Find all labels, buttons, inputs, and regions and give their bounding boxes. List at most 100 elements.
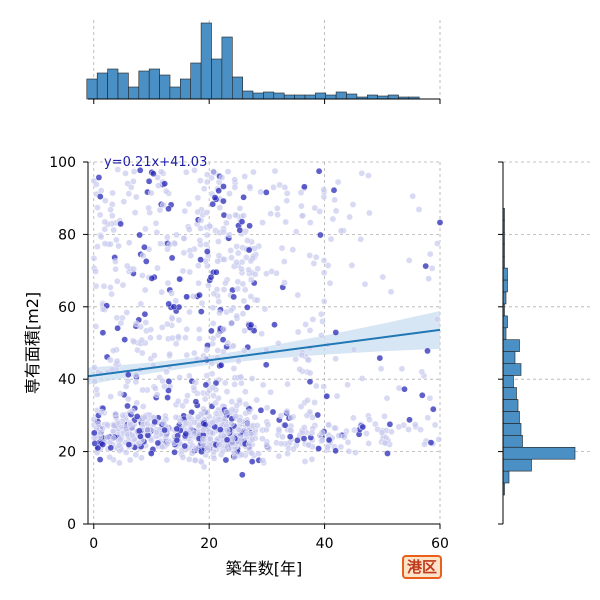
scatter-point [327, 235, 335, 243]
right-hist-bar [502, 375, 514, 388]
scatter-point [220, 325, 227, 333]
scatter-point [270, 184, 277, 191]
scatter-point [133, 413, 141, 420]
scatter-point [311, 204, 319, 212]
scatter-point [122, 449, 130, 456]
scatter-point [317, 231, 324, 239]
scatter-point [429, 405, 437, 413]
scatter-point [138, 454, 145, 462]
scatter-point [114, 166, 122, 173]
scatter-point [125, 239, 133, 246]
scatter-point [125, 190, 133, 197]
scatter-point [163, 368, 170, 376]
scatter-point [242, 388, 249, 396]
scatter-point [150, 170, 157, 177]
scatter-point [216, 426, 224, 433]
scatter-point [258, 330, 266, 338]
scatter-point [116, 459, 123, 467]
scatter-point [239, 310, 247, 318]
scatter-point [153, 229, 161, 236]
scatter-point [223, 427, 231, 434]
scatter-point [132, 193, 140, 201]
scatter-point [181, 442, 189, 450]
scatter-point [165, 378, 173, 385]
x-tick-label: 60 [431, 536, 449, 552]
scatter-point [224, 168, 232, 175]
scatter-point [228, 398, 236, 406]
scatter-point [200, 185, 208, 192]
scatter-point [308, 429, 316, 437]
scatter-point [97, 233, 105, 241]
scatter-point [324, 262, 332, 269]
scatter-point [281, 184, 289, 191]
scatter-point [344, 438, 352, 446]
scatter-point [173, 436, 181, 444]
scatter-point [215, 416, 223, 423]
x-axis-title: 築年数[年] [226, 559, 303, 578]
scatter-point [300, 424, 308, 431]
y-tick-label: 40 [58, 372, 76, 388]
scatter-point [165, 387, 172, 394]
scatter-point [172, 413, 180, 421]
scatter-point [240, 212, 247, 219]
scatter-point [238, 471, 246, 479]
scatter-point [135, 439, 143, 447]
scatter-point [115, 442, 123, 449]
scatter-point [182, 430, 190, 438]
scatter-point [155, 182, 162, 189]
scatter-point [241, 286, 249, 294]
scatter-point [152, 385, 159, 392]
top-hist-bar [294, 94, 306, 100]
y-tick-label: 80 [58, 227, 76, 243]
scatter-point [297, 189, 305, 196]
scatter-point [253, 422, 261, 429]
scatter-point [232, 413, 240, 420]
right-hist-bar [502, 387, 517, 400]
top-hist-bar [117, 72, 129, 100]
scatter-point [171, 448, 178, 456]
scatter-point [116, 390, 124, 397]
y-tick-label: 60 [58, 300, 76, 316]
scatter-point [337, 227, 345, 235]
scatter-point [190, 418, 198, 426]
scatter-point [350, 346, 358, 353]
scatter-point [233, 243, 240, 250]
scatter-point [259, 435, 266, 443]
scatter-point [192, 444, 200, 452]
scatter-point [175, 316, 183, 324]
scatter-point [112, 414, 120, 422]
scatter-point [306, 378, 314, 386]
scatter-point [263, 404, 271, 412]
scatter-point [383, 394, 391, 402]
scatter-point [268, 268, 275, 275]
scatter-point [200, 405, 207, 413]
scatter-point [405, 257, 413, 264]
scatter-point [154, 264, 161, 272]
scatter-point [220, 255, 227, 263]
scatter-point [214, 331, 222, 339]
scatter-point [180, 234, 188, 242]
scatter-point [426, 250, 434, 258]
top-hist-bar [315, 92, 327, 100]
scatter-point [117, 436, 124, 444]
region-badge: 港区 [402, 555, 442, 579]
scatter-point [294, 437, 301, 444]
scatter-point [242, 400, 250, 408]
scatter-point [237, 373, 244, 381]
top-hist-bar [211, 58, 223, 100]
scatter-point [221, 379, 229, 387]
scatter-point [243, 304, 251, 311]
scatter-point [244, 421, 251, 428]
scatter-point [306, 408, 314, 416]
top-histogram [86, 20, 441, 104]
top-hist-bar [242, 90, 254, 100]
scatter-point [377, 365, 385, 373]
scatter-point [142, 258, 150, 265]
scatter-point [318, 429, 326, 437]
scatter-point [226, 190, 233, 197]
scatter-point [183, 293, 190, 301]
scatter-point [279, 433, 286, 441]
scatter-point [124, 395, 132, 403]
scatter-point [250, 168, 257, 176]
scatter-point [298, 351, 305, 359]
